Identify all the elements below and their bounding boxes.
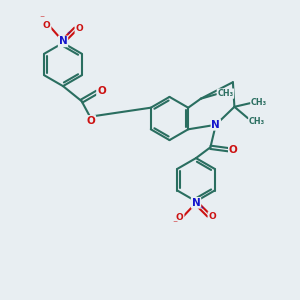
Text: CH₃: CH₃ [217, 89, 233, 98]
Text: N: N [58, 36, 68, 46]
Text: N: N [192, 198, 200, 208]
Text: O: O [208, 212, 216, 221]
Text: O: O [176, 213, 184, 222]
Text: N: N [212, 120, 220, 130]
Text: O: O [97, 86, 106, 96]
Text: ⁻: ⁻ [40, 14, 45, 25]
Text: O: O [75, 24, 83, 33]
Text: ⁻: ⁻ [173, 219, 178, 229]
Text: ⁺: ⁺ [199, 205, 203, 214]
Text: O: O [229, 145, 238, 155]
Text: O: O [86, 116, 95, 126]
Text: CH₃: CH₃ [251, 98, 267, 107]
Text: CH₃: CH₃ [249, 117, 265, 126]
Text: O: O [43, 21, 51, 30]
Text: ⁺: ⁺ [66, 30, 70, 39]
